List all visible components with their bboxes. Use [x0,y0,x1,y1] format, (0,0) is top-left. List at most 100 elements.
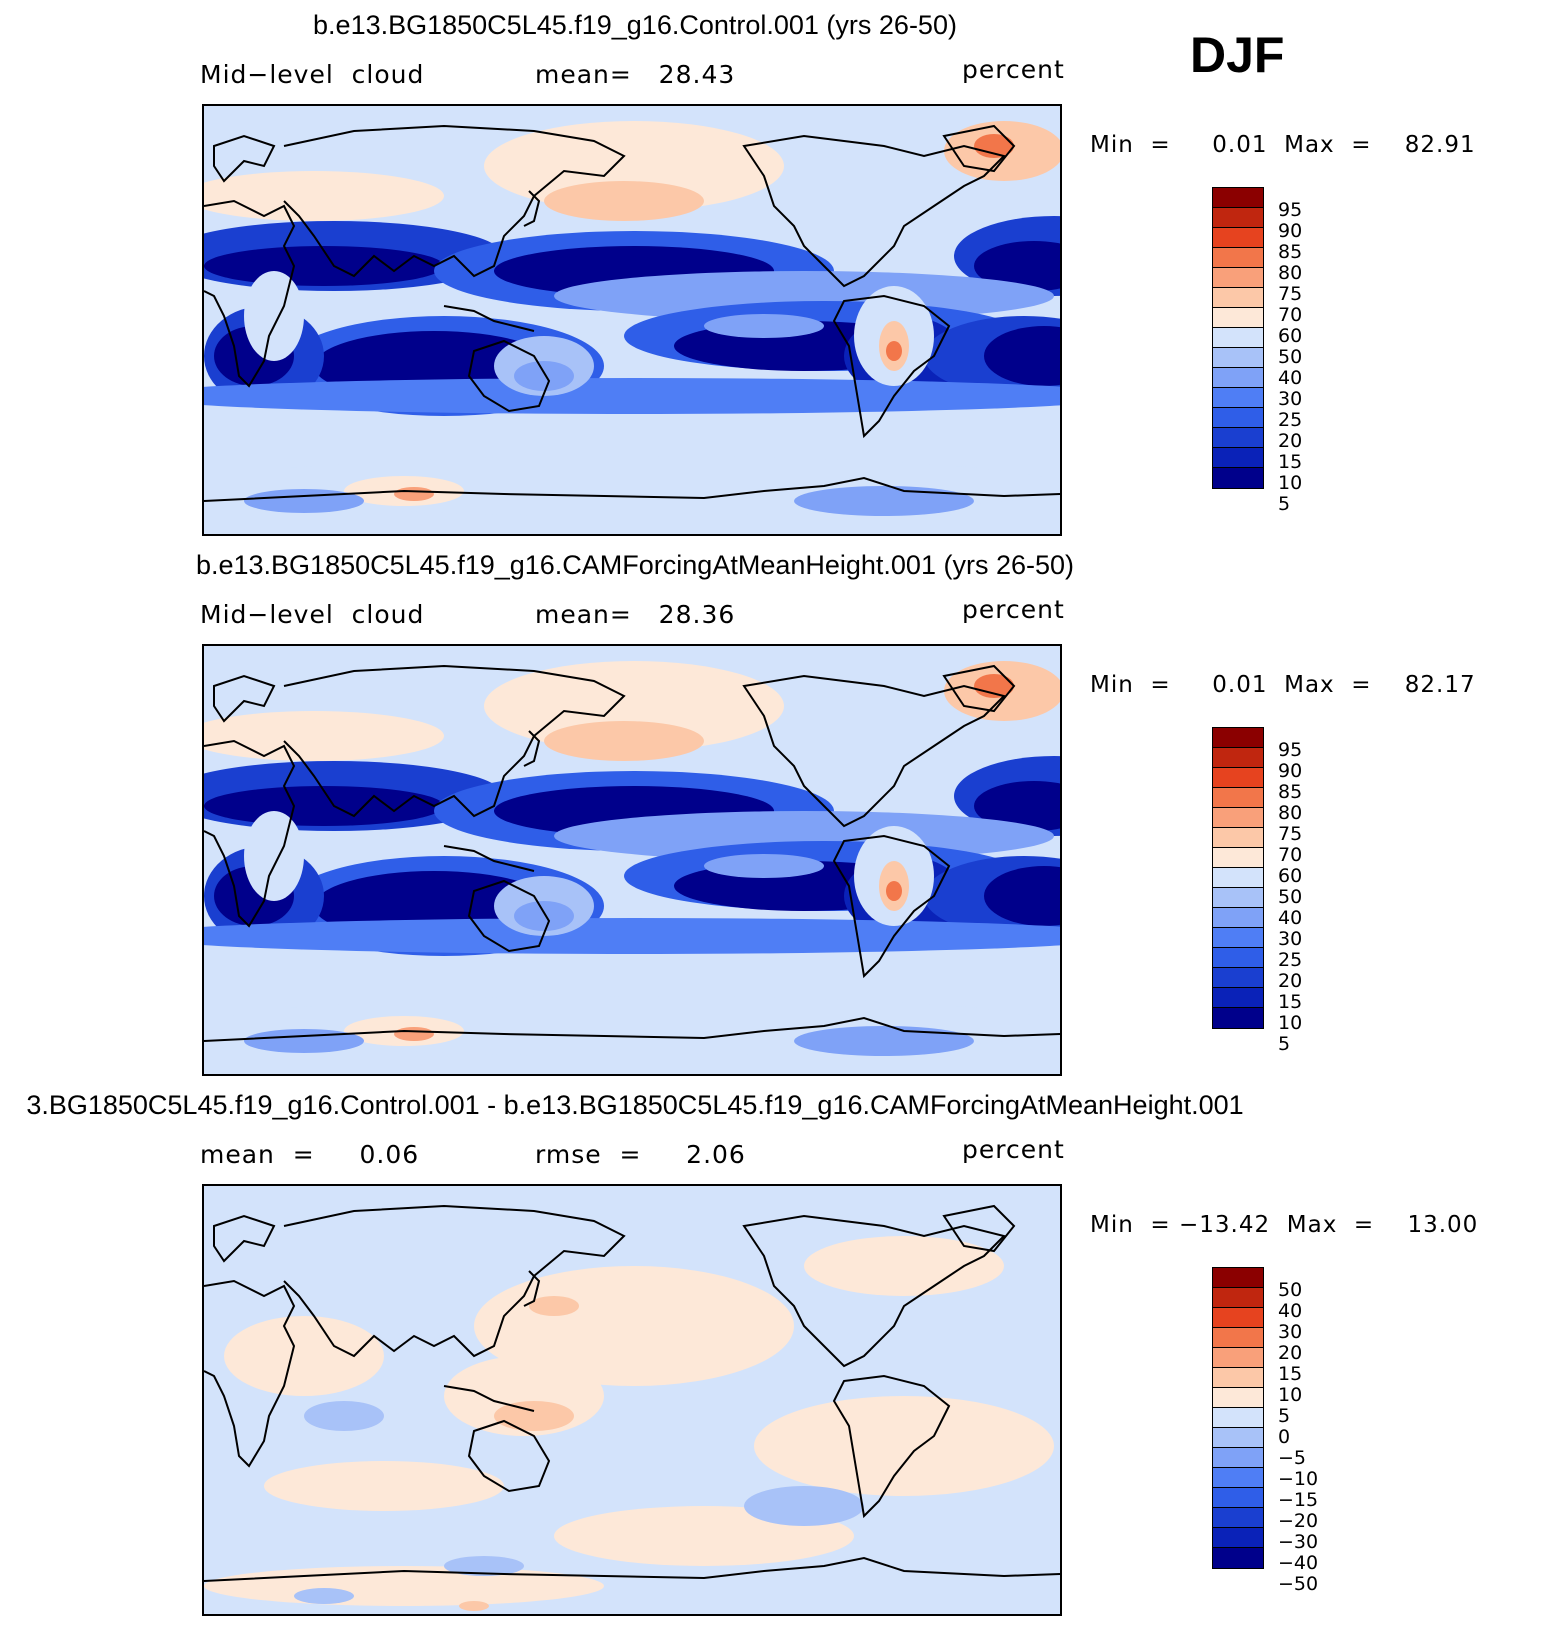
colorbar-swatch [1213,248,1263,268]
coastline [523,730,541,767]
contour-region [459,1601,489,1611]
colorbar [1212,1267,1264,1569]
min-max-label: Min = 0.01 Max = 82.17 [1090,672,1476,698]
coastline [213,1214,276,1263]
coastline [443,305,535,332]
colorbar-tick-label: 20 [1278,430,1303,452]
colorbar-swatch [1213,1368,1263,1388]
colorbar-swatch [1213,468,1263,488]
colorbar-tick-label: 15 [1278,451,1303,473]
colorbar-tick-label: 90 [1278,220,1303,242]
contour-region [974,781,1060,831]
contour-region [984,326,1060,386]
colorbar-swatch [1213,288,1263,308]
contour-region [204,918,1060,954]
colorbar-swatch [1213,1348,1263,1368]
contour-region [294,1588,354,1604]
colorbar-tick-label: 10 [1278,1012,1303,1034]
colorbar-swatch [1213,308,1263,328]
colorbar-tick-label: −50 [1278,1573,1319,1595]
colorbar-tick-label: −20 [1278,1510,1319,1532]
colorbar-swatch [1213,928,1263,948]
coastline [742,674,1006,828]
colorbar-swatch [1213,748,1263,768]
contour-region [394,1027,434,1041]
colorbar-swatch [1213,1528,1263,1548]
panel-title: 3.BG1850C5L45.f19_g16.Control.001 - b.e1… [26,1090,1244,1120]
coastline [204,1016,1060,1042]
coastline [213,674,276,723]
colorbar-tick-label: 30 [1278,928,1303,950]
coastline [443,1385,535,1412]
contour-region [804,1236,1004,1296]
units-label: percent [962,1135,1065,1164]
rmse-label: rmse = 2.06 [535,1140,746,1169]
contour-region [244,489,364,513]
colorbar-tick-label: 80 [1278,262,1303,284]
colorbar-tick-label: 10 [1278,1384,1303,1406]
coastline [942,664,1016,713]
colorbar-tick-label: 30 [1278,388,1303,410]
colorbar [1212,187,1264,489]
map-camforcing [202,644,1062,1076]
colorbar-swatch [1213,228,1263,248]
colorbar-swatch [1213,1408,1263,1428]
units-label: percent [962,595,1065,624]
coastline [443,845,535,872]
colorbar-tick-label: 15 [1278,991,1303,1013]
contour-region [224,1316,384,1396]
coastline [283,664,626,818]
colorbar-tick-label: 20 [1278,970,1303,992]
coastline [742,1214,1006,1368]
colorbar-swatch [1213,1508,1263,1528]
colorbar-swatch [1213,188,1263,208]
contour-region [704,314,824,338]
contour-region [984,866,1060,926]
contour-region [794,486,974,516]
colorbar-tick-label: 40 [1278,367,1303,389]
contour-region [394,487,434,501]
colorbar-swatch [1213,1468,1263,1488]
contour-region [244,1029,364,1053]
coastline [523,190,541,227]
coastline [832,294,951,439]
colorbar-swatch [1213,268,1263,288]
units-label: percent [962,55,1065,84]
coastline [283,124,626,278]
coastline [204,739,296,928]
colorbar-tick-label: 30 [1278,1321,1303,1343]
colorbar-tick-label: −15 [1278,1489,1319,1511]
contour-region [494,1401,574,1431]
map-panel-difference: 3.BG1850C5L45.f19_g16.Control.001 - b.e1… [0,1080,1552,1620]
colorbar-swatch [1213,1448,1263,1468]
colorbar-tick-label: 85 [1278,781,1303,803]
mean-label: mean= 28.36 [535,600,736,629]
coastline [467,1419,551,1493]
colorbar-tick-label: 75 [1278,283,1303,305]
coastline [742,134,1006,288]
colorbar-swatch [1213,888,1263,908]
contour-region [264,1461,504,1511]
colorbar-swatch [1213,848,1263,868]
contour-region [754,1396,1054,1496]
contour-region [974,241,1060,291]
colorbar-tick-label: 75 [1278,823,1303,845]
colorbar-tick-label: 25 [1278,949,1303,971]
colorbar-tick-label: 40 [1278,1300,1303,1322]
colorbar-tick-label: 70 [1278,844,1303,866]
contour-region [529,1296,579,1316]
contour-region [244,271,304,361]
colorbar-swatch [1213,1328,1263,1348]
colorbar-swatch [1213,1288,1263,1308]
season-label: DJF [1190,27,1285,83]
colorbar-tick-label: 5 [1278,1033,1291,1055]
colorbar-swatch [1213,828,1263,848]
colorbar-labels: 95 90 85 80 75 70 60 50 40 30 25 20 15 10 5 [1278,740,1302,1055]
colorbar-swatch [1213,808,1263,828]
map-difference [202,1184,1062,1616]
colorbar-labels: 95 90 85 80 75 70 60 50 40 30 25 20 15 10 5 [1278,200,1302,515]
contour-region [704,854,824,878]
colorbar-tick-label: −40 [1278,1552,1319,1574]
coastline [467,879,551,953]
coastline [204,1556,1060,1582]
